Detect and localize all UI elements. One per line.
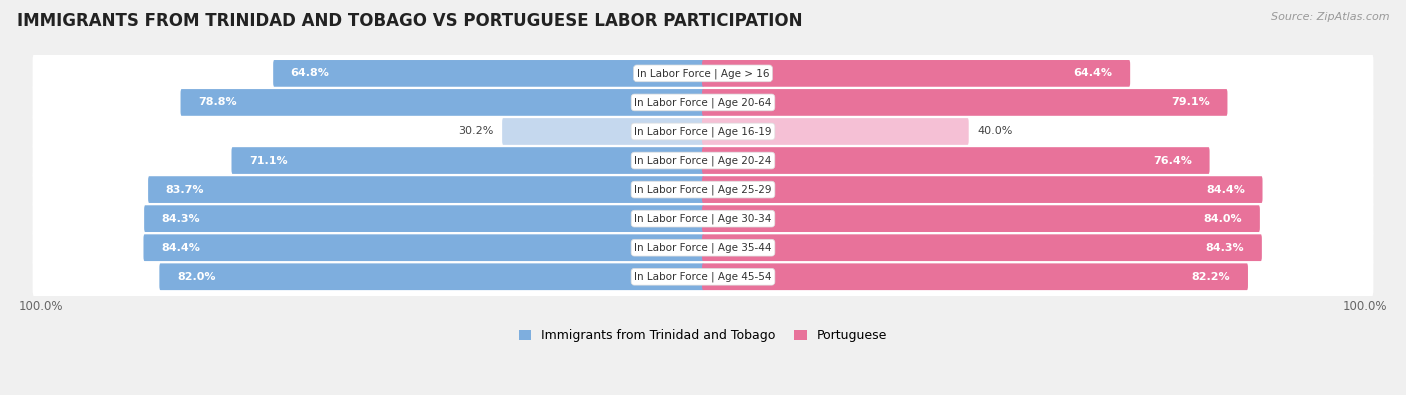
FancyBboxPatch shape <box>702 234 1261 261</box>
Text: 78.8%: 78.8% <box>198 98 236 107</box>
Text: 79.1%: 79.1% <box>1171 98 1211 107</box>
FancyBboxPatch shape <box>702 205 1260 232</box>
Text: 30.2%: 30.2% <box>458 126 494 137</box>
Text: 40.0%: 40.0% <box>977 126 1012 137</box>
FancyBboxPatch shape <box>273 60 704 87</box>
Text: 64.4%: 64.4% <box>1074 68 1112 78</box>
Text: In Labor Force | Age 20-24: In Labor Force | Age 20-24 <box>634 155 772 166</box>
Text: In Labor Force | Age 20-64: In Labor Force | Age 20-64 <box>634 97 772 108</box>
FancyBboxPatch shape <box>32 82 1374 123</box>
FancyBboxPatch shape <box>702 118 969 145</box>
FancyBboxPatch shape <box>702 147 1209 174</box>
Text: In Labor Force | Age 35-44: In Labor Force | Age 35-44 <box>634 243 772 253</box>
FancyBboxPatch shape <box>32 140 1374 181</box>
FancyBboxPatch shape <box>32 198 1374 239</box>
Text: 84.3%: 84.3% <box>1206 243 1244 253</box>
Text: In Labor Force | Age 45-54: In Labor Force | Age 45-54 <box>634 271 772 282</box>
Text: 71.1%: 71.1% <box>249 156 288 166</box>
Text: In Labor Force | Age > 16: In Labor Force | Age > 16 <box>637 68 769 79</box>
FancyBboxPatch shape <box>143 234 704 261</box>
Text: 82.2%: 82.2% <box>1192 272 1230 282</box>
FancyBboxPatch shape <box>702 176 1263 203</box>
Legend: Immigrants from Trinidad and Tobago, Portuguese: Immigrants from Trinidad and Tobago, Por… <box>519 329 887 342</box>
FancyBboxPatch shape <box>32 169 1374 210</box>
Text: 64.8%: 64.8% <box>291 68 329 78</box>
FancyBboxPatch shape <box>32 256 1374 297</box>
FancyBboxPatch shape <box>502 118 704 145</box>
FancyBboxPatch shape <box>145 205 704 232</box>
Text: 82.0%: 82.0% <box>177 272 215 282</box>
Text: 84.4%: 84.4% <box>162 243 200 253</box>
FancyBboxPatch shape <box>180 89 704 116</box>
Text: 76.4%: 76.4% <box>1153 156 1192 166</box>
FancyBboxPatch shape <box>702 60 1130 87</box>
FancyBboxPatch shape <box>159 263 704 290</box>
FancyBboxPatch shape <box>32 53 1374 94</box>
Text: In Labor Force | Age 30-34: In Labor Force | Age 30-34 <box>634 213 772 224</box>
FancyBboxPatch shape <box>702 89 1227 116</box>
Text: 84.4%: 84.4% <box>1206 184 1244 195</box>
Text: 84.3%: 84.3% <box>162 214 200 224</box>
Text: 84.0%: 84.0% <box>1204 214 1243 224</box>
Text: In Labor Force | Age 25-29: In Labor Force | Age 25-29 <box>634 184 772 195</box>
Text: In Labor Force | Age 16-19: In Labor Force | Age 16-19 <box>634 126 772 137</box>
FancyBboxPatch shape <box>32 227 1374 268</box>
FancyBboxPatch shape <box>32 111 1374 152</box>
Text: 83.7%: 83.7% <box>166 184 204 195</box>
Text: IMMIGRANTS FROM TRINIDAD AND TOBAGO VS PORTUGUESE LABOR PARTICIPATION: IMMIGRANTS FROM TRINIDAD AND TOBAGO VS P… <box>17 12 803 30</box>
Text: Source: ZipAtlas.com: Source: ZipAtlas.com <box>1271 12 1389 22</box>
FancyBboxPatch shape <box>232 147 704 174</box>
FancyBboxPatch shape <box>148 176 704 203</box>
FancyBboxPatch shape <box>702 263 1249 290</box>
